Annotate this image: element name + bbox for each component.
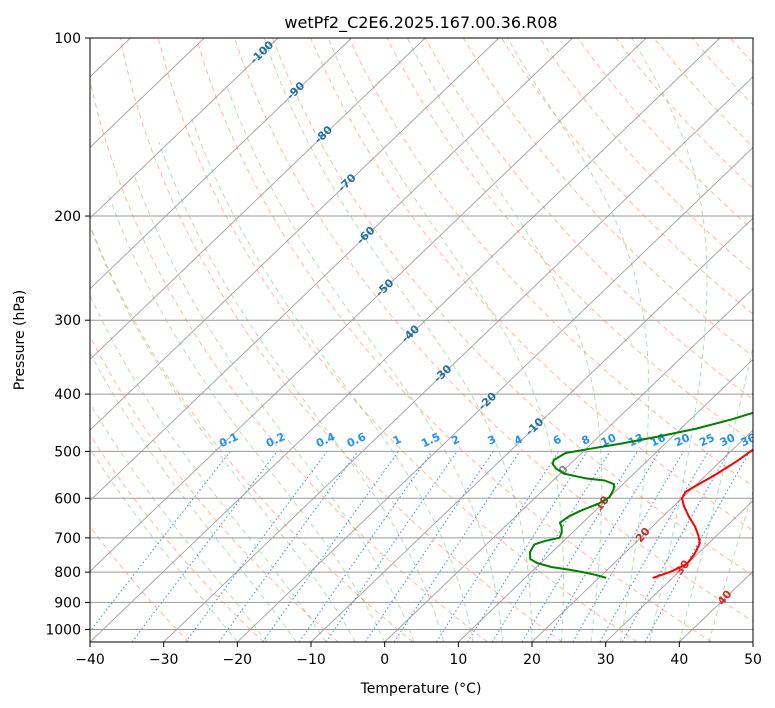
y-tick-label: 200 <box>54 209 81 225</box>
x-tick-label: 50 <box>744 652 762 668</box>
moist-adiabat <box>506 38 650 642</box>
mixing-ratio-line <box>298 451 433 642</box>
x-axis-ticks: −40 −30 −20 −10 0 10 20 30 40 50 <box>75 642 762 668</box>
y-axis-label: Pressure (hPa) <box>12 290 28 390</box>
dry-adiabat <box>462 38 753 358</box>
isotherm-line <box>90 38 721 642</box>
mixing-ratio-line <box>621 451 730 642</box>
isotherm-line <box>90 38 426 361</box>
isotherm-line <box>90 38 573 502</box>
moist-adiabat <box>189 114 474 642</box>
x-tick-label: 10 <box>449 652 467 668</box>
isotherm-line <box>90 38 352 290</box>
x-tick-label: 40 <box>670 652 688 668</box>
y-tick-label: 600 <box>54 491 81 507</box>
mixing-ratio-line <box>393 451 521 642</box>
moist-adiabat <box>263 38 533 642</box>
x-tick-label: −20 <box>223 652 253 668</box>
plot-frame <box>89 37 754 643</box>
isotherm-line <box>90 38 279 219</box>
mixing-ratio-line <box>185 451 328 642</box>
dry-adiabat <box>90 525 190 642</box>
temperature-line <box>652 448 753 579</box>
y-tick-label: 1000 <box>45 622 81 638</box>
dry-adiabat <box>90 223 414 642</box>
dry-adiabat <box>272 38 753 577</box>
dry-adiabat <box>90 77 488 642</box>
isotherm-line <box>384 288 753 642</box>
dry-adiabat <box>195 38 712 642</box>
moist-adiabat <box>133 174 415 642</box>
y-axis-ticks: 100 200 300 400 500 600 700 800 900 1000 <box>45 31 90 638</box>
x-tick-label: 20 <box>523 652 541 668</box>
dry-adiabat <box>500 38 753 315</box>
chart-title: wetPf2_C2E6.2025.167.00.36.R08 <box>284 13 557 33</box>
mixing-ratio-label: 30 <box>718 431 738 449</box>
moist-adiabat <box>90 224 356 642</box>
moist-adiabat <box>406 38 603 642</box>
mixing-ratio-line <box>218 451 359 642</box>
moist-adiabat <box>327 38 564 642</box>
moist-adiabat <box>90 294 327 642</box>
mixing-ratio-label: 36 <box>738 431 758 449</box>
dry-adiabat <box>119 38 563 642</box>
isotherm-line <box>90 38 500 431</box>
dry-adiabat <box>348 38 753 487</box>
x-tick-label: −40 <box>75 652 105 668</box>
mixing-ratio-label: 20 <box>673 431 693 449</box>
mixing-ratio-line <box>364 451 494 642</box>
y-tick-label: 300 <box>54 313 81 329</box>
isotherm-line <box>163 76 753 642</box>
mixing-ratio-line <box>325 451 458 642</box>
isotherm-line <box>458 358 753 642</box>
mixing-ratio-label: 25 <box>697 431 716 449</box>
background-lines <box>90 38 753 642</box>
dewpoint-line <box>529 411 753 579</box>
dry-adiabat <box>157 38 638 642</box>
isotherm-line <box>90 38 205 149</box>
y-tick-label: 700 <box>54 531 81 547</box>
moist-adiabat <box>90 447 238 642</box>
y-tick-label: 500 <box>54 444 81 460</box>
mixing-ratio-line <box>262 451 399 642</box>
sounding-series <box>529 411 753 579</box>
isotherm-line <box>237 146 753 642</box>
dry-adiabat <box>90 433 264 642</box>
y-tick-label: 100 <box>54 31 81 47</box>
isotherm-line <box>90 38 647 572</box>
mixing-ratio-line <box>491 451 611 642</box>
x-axis-label: Temperature (°C) <box>360 681 482 697</box>
isotherm-line <box>310 217 753 642</box>
mixing-ratio-line <box>435 451 560 642</box>
isotherm-line <box>605 500 753 642</box>
x-tick-label: −10 <box>296 652 326 668</box>
x-tick-label: 0 <box>380 652 389 668</box>
y-tick-label: 900 <box>54 595 81 611</box>
x-tick-label: −30 <box>149 652 179 668</box>
isotherm-line <box>531 429 753 642</box>
y-tick-label: 800 <box>54 565 81 581</box>
moist-adiabat <box>90 402 268 642</box>
dry-adiabat <box>234 38 753 622</box>
y-tick-label: 400 <box>54 387 81 403</box>
x-tick-label: 30 <box>597 652 615 668</box>
